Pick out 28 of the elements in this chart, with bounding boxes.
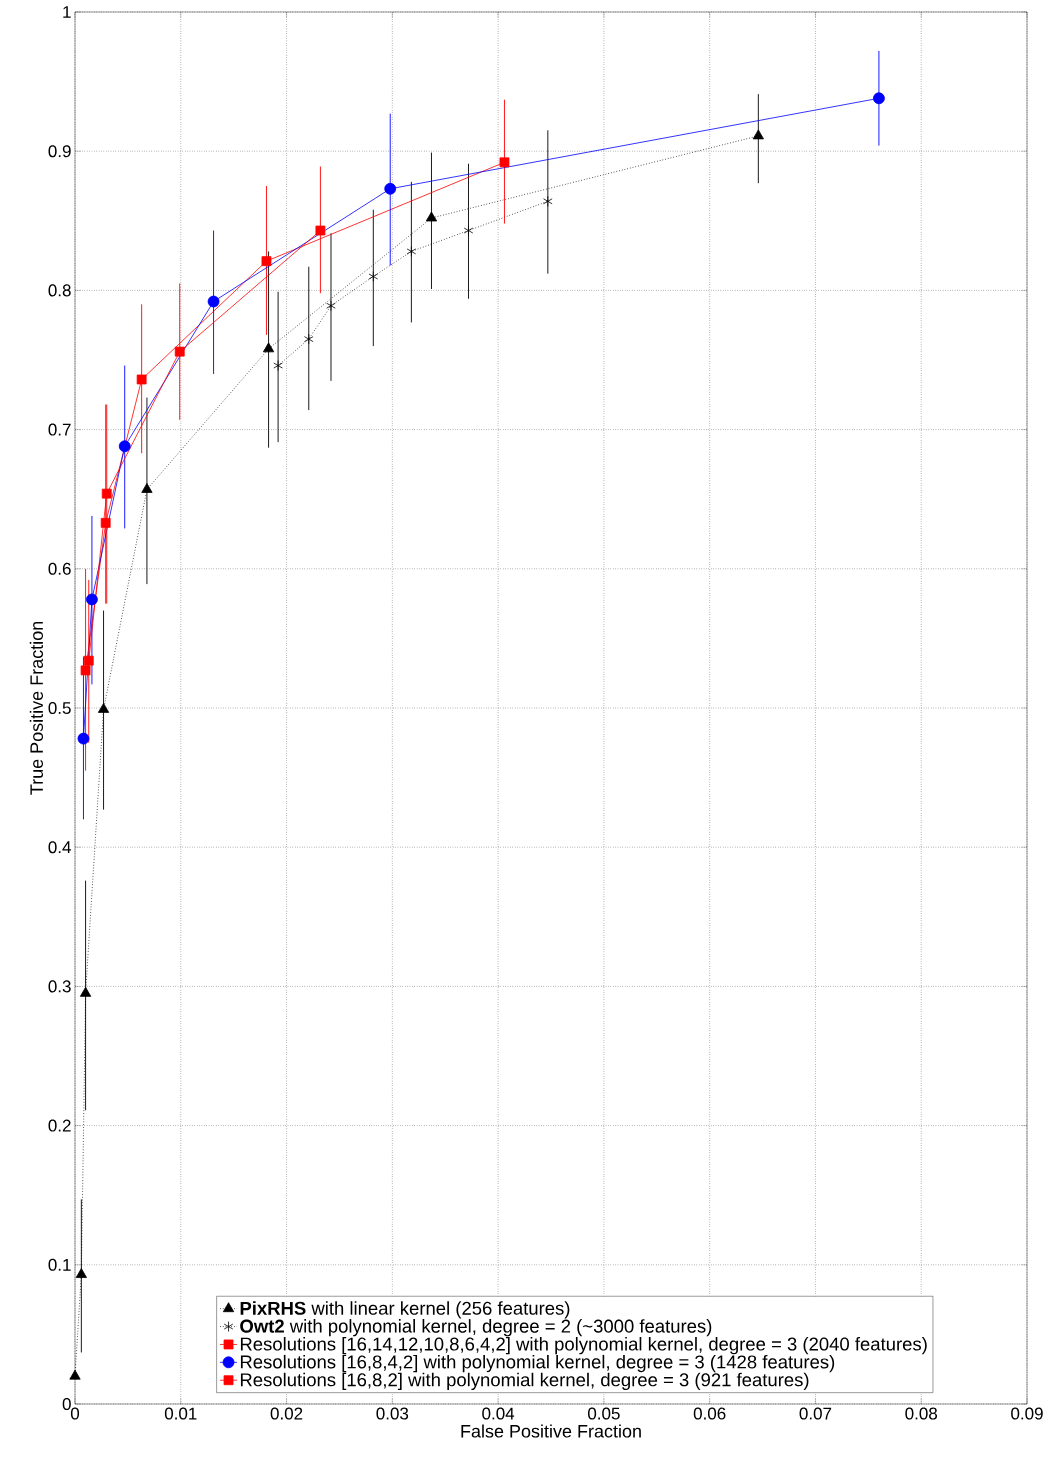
legend-label: Owt2 with polynomial kernel, degree = 2 (~3000 features) xyxy=(240,1319,712,1337)
y-axis-title: True Positive Fraction xyxy=(29,621,43,795)
legend-label: Resolutions [16,8,2] with polynomial kernel, degree = 3 (921 features) xyxy=(240,1372,809,1391)
x-tick-label: 0.02 xyxy=(270,1407,303,1420)
y-tick-label: 0.6 xyxy=(48,562,71,575)
x-tick-label: 0.08 xyxy=(905,1407,938,1420)
x-tick-label: 0.04 xyxy=(482,1407,515,1420)
legend-label: PixRHS with linear kernel (256 features) xyxy=(240,1301,570,1319)
y-tick-label: 0 xyxy=(62,1397,71,1411)
y-tick-label: 0.7 xyxy=(48,423,71,436)
legend-label: Resolutions [16,8,4,2] with polynomial kernel, degree = 3 (1428 features) xyxy=(240,1354,835,1373)
y-tick-label: 0.8 xyxy=(48,284,71,297)
legend-label: Resolutions [16,14,12,10,8,6,4,2] with polynomial kernel, degree = 3 (2040 features) xyxy=(240,1337,927,1355)
y-tick-label: 0.9 xyxy=(48,145,71,158)
x-tick-label: 0.05 xyxy=(588,1407,620,1420)
y-tick-label: 0.5 xyxy=(48,701,71,715)
x-tick-label: 0 xyxy=(70,1407,80,1420)
y-tick-label: 1 xyxy=(63,6,71,18)
y-tick-label: 0.4 xyxy=(48,841,71,854)
y-tick-label: 0.2 xyxy=(48,1119,71,1132)
y-tick-label: 0.1 xyxy=(48,1258,71,1271)
x-tick-label: 0.07 xyxy=(799,1407,832,1420)
y-tick-label: 0.3 xyxy=(48,980,71,993)
x-tick-label: 0.09 xyxy=(1011,1407,1043,1420)
x-tick-label: 0.03 xyxy=(376,1407,409,1420)
x-axis-title: False Positive Fraction xyxy=(461,1424,641,1438)
x-tick-label: 0.01 xyxy=(164,1407,197,1420)
x-tick-label: 0.06 xyxy=(693,1407,726,1420)
